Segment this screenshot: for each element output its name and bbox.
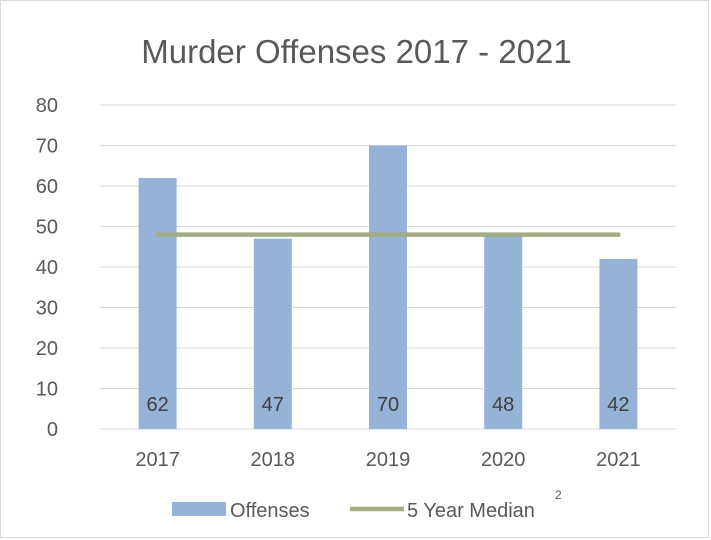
bar-2017: [138, 177, 177, 429]
data-label-2020: 48: [492, 394, 514, 416]
y-axis-ticks: 0 10 20 30 40 50 60 70 80: [36, 95, 58, 441]
y-tick-label: 60: [36, 176, 58, 198]
x-tick-label-2017: 2017: [135, 449, 180, 471]
data-label-2021: 42: [607, 394, 629, 416]
x-tick-label-2021: 2021: [596, 449, 641, 471]
x-tick-label-2020: 2020: [481, 449, 526, 471]
data-label-2019: 70: [377, 394, 399, 416]
y-tick-label: 20: [36, 338, 58, 360]
bar-2018: [253, 238, 292, 429]
y-tick-label: 30: [36, 298, 58, 320]
legend: Offenses 5 Year Median 2: [172, 488, 562, 522]
y-tick-label: 40: [36, 257, 58, 279]
chart-title: Murder Offenses 2017 - 2021: [141, 33, 572, 70]
bars: [138, 145, 638, 429]
y-tick-label: 50: [36, 217, 58, 239]
legend-superscript: 2: [555, 488, 562, 502]
x-tick-label-2019: 2019: [366, 449, 411, 471]
y-tick-label: 0: [47, 419, 58, 441]
y-tick-label: 70: [36, 136, 58, 158]
legend-swatch-offenses: [172, 502, 226, 516]
x-axis-ticks: 2017 2018 2019 2020 2021: [135, 449, 640, 471]
legend-label-offenses: Offenses: [230, 500, 310, 522]
bar-2019: [369, 145, 407, 429]
data-labels: 62 47 70 48 42: [146, 394, 629, 416]
y-tick-label: 80: [36, 95, 58, 117]
bar-2021: [599, 258, 638, 429]
data-label-2017: 62: [146, 394, 168, 416]
y-tick-label: 10: [36, 379, 58, 401]
x-tick-label-2018: 2018: [251, 449, 296, 471]
data-label-2018: 47: [262, 394, 284, 416]
bar-2020: [484, 234, 523, 429]
legend-label-median: 5 Year Median: [407, 500, 535, 522]
